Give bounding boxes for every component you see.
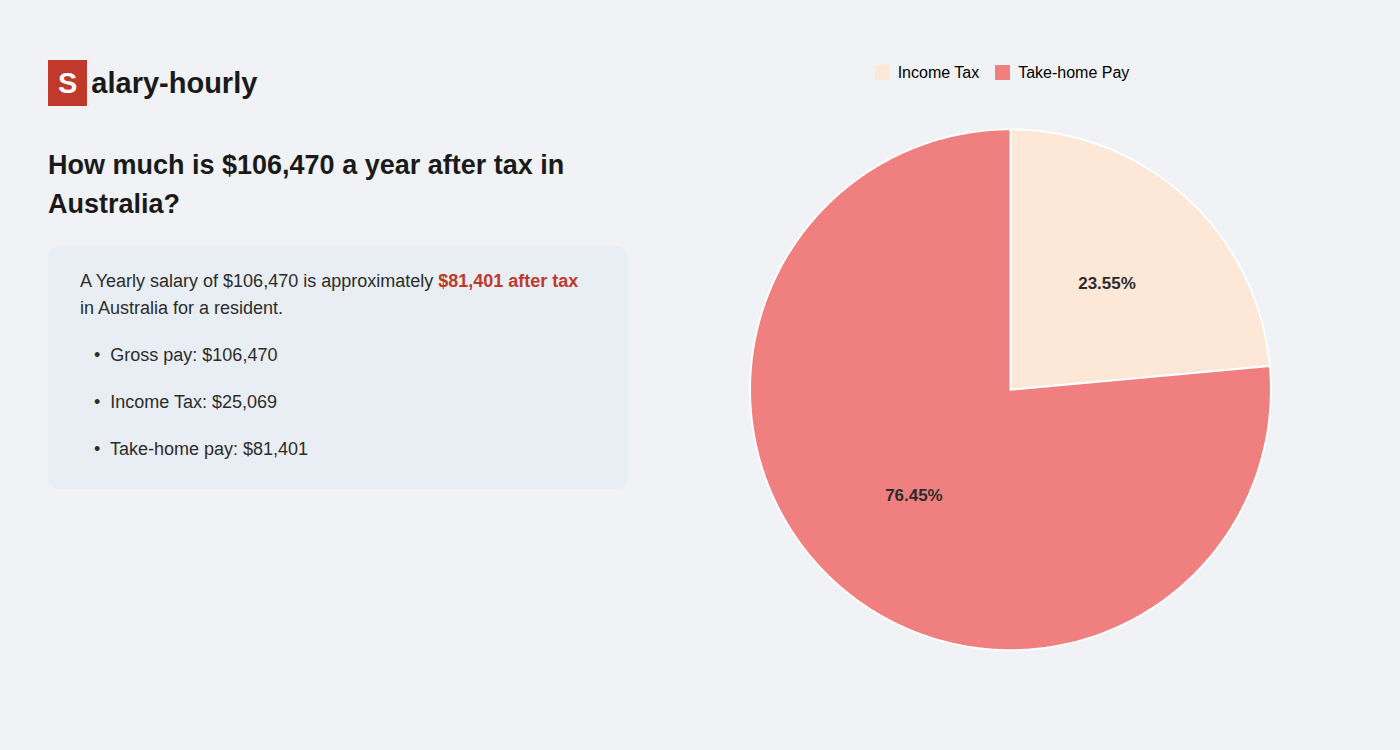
html-text:in Australia for a resident.: in Australia for a resident. (80, 298, 284, 319)
html-text:alary-hourly: alary-hourly (91, 66, 258, 99)
html-text:• Income Tax: $25,069: • Income Tax: $25,069 (94, 392, 278, 413)
html-text:Take-home Pay: Take-home Pay (1018, 63, 1130, 81)
html-text:How much is $106,470 a year af: How much is $106,470 a year after tax in… (48, 150, 565, 220)
svg-text:23.55%: 23.55% (1078, 274, 1136, 293)
html-text:• Take-home pay: $81,401: • Take-home pay: $81,401 (94, 439, 309, 460)
html-text:A Yearly salary of $106,470 is: A Yearly salary of $106,470 is approxima… (80, 271, 579, 292)
html-text:• Gross pay: $106,470: • Gross pay: $106,470 (94, 345, 278, 366)
html-text:S: S (58, 67, 78, 99)
html-text:Income Tax: Income Tax (897, 63, 980, 81)
svg-text:76.45%: 76.45% (885, 486, 943, 505)
